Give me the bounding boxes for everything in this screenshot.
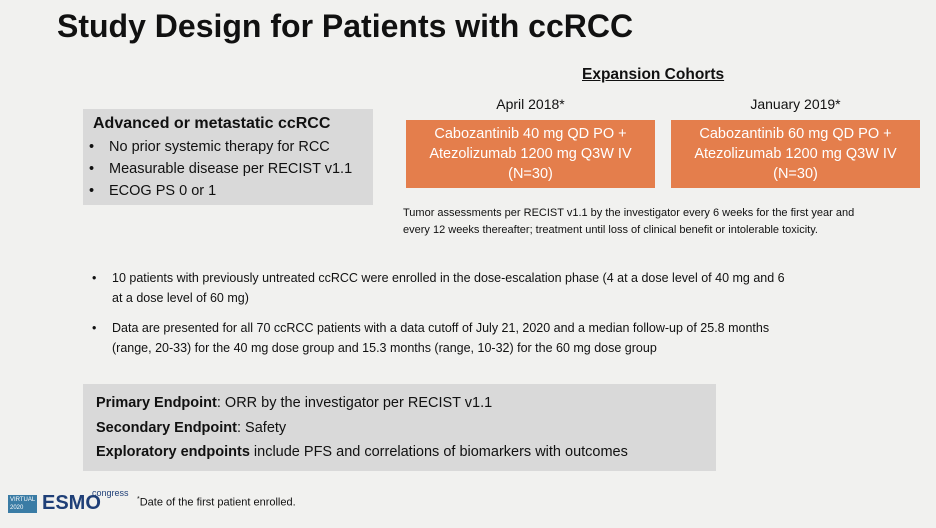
endpoint: Primary Endpoint: ORR by the investigato…	[96, 391, 716, 416]
endpoint-label: Exploratory endpoints	[96, 444, 250, 460]
assessment-note: Tumor assessments per RECIST v1.1 by the…	[403, 205, 854, 239]
cohort-line: Cabozantinib 60 mg QD PO +	[699, 126, 892, 142]
cohort-date: January 2019*	[750, 96, 841, 112]
footnote: *Date of the first patient enrolled.	[137, 496, 296, 509]
logo-virtual-text: VIRTUAL	[10, 497, 36, 503]
endpoint: Exploratory endpoints include PFS and co…	[96, 440, 716, 465]
bullet-line: Data are presented for all 70 ccRCC pati…	[92, 318, 769, 338]
population-bullet: No prior systemic therapy for RCC	[89, 139, 330, 155]
logo-sub: congress	[92, 488, 129, 498]
endpoint: Secondary Endpoint: Safety	[96, 416, 716, 441]
bullet-line: (range, 20-33) for the 40 mg dose group …	[112, 341, 657, 355]
footnote-mark: *	[137, 496, 140, 503]
cohort-line: Atezolizumab 1200 mg Q3W IV	[694, 146, 897, 162]
note-line: every 12 weeks thereafter; treatment unt…	[403, 224, 818, 236]
cohort-box: Cabozantinib 40 mg QD PO + Atezolizumab …	[406, 120, 655, 188]
note-line: Tumor assessments per RECIST v1.1 by the…	[403, 207, 855, 219]
endpoint-text: : Safety	[237, 419, 287, 436]
endpoint-label: Primary Endpoint	[96, 395, 217, 411]
title: Study Design for Patients with ccRCC	[57, 8, 634, 44]
bullet-line: at a dose level of 60 mg)	[112, 291, 249, 305]
logo-name: ESMO	[42, 492, 101, 514]
bullet: 10 patients with previously untreated cc…	[92, 268, 785, 308]
logo-year: 2020	[10, 505, 24, 511]
endpoint-label: Secondary Endpoint	[96, 419, 237, 436]
logo-virtual: VIRTUAL 2020	[8, 495, 38, 513]
cohort-line: Atezolizumab 1200 mg Q3W IV	[429, 146, 632, 162]
expansion-heading: Expansion Cohorts	[582, 66, 725, 83]
footnote-text: Date of the first patient enrolled.	[139, 496, 296, 509]
cohort-line: (N=30)	[773, 166, 818, 182]
population-bullet: ECOG PS 0 or 1	[89, 183, 216, 199]
cohort-date: April 2018*	[496, 96, 565, 112]
endpoint-text: : ORR by the investigator per RECIST v1.…	[216, 395, 493, 411]
population-heading: Advanced or metastatic ccRCC	[93, 115, 331, 132]
logo: VIRTUAL 2020 ESMO congress	[8, 488, 129, 518]
cohort-line: Cabozantinib 40 mg QD PO +	[434, 126, 627, 142]
endpoint-text: include PFS and correlations of biomarke…	[249, 444, 628, 460]
population-box: Advanced or metastatic ccRCC No prior sy…	[83, 109, 373, 205]
endpoints-box: Primary Endpoint: ORR by the investigato…	[83, 384, 716, 471]
bullet-line: 10 patients with previously untreated cc…	[92, 268, 785, 288]
cohort-box: Cabozantinib 60 mg QD PO + Atezolizumab …	[671, 120, 920, 188]
population-bullet: Measurable disease per RECIST v1.1	[89, 161, 352, 177]
bullet: Data are presented for all 70 ccRCC pati…	[92, 318, 769, 358]
cohort-line: (N=30)	[508, 166, 553, 182]
